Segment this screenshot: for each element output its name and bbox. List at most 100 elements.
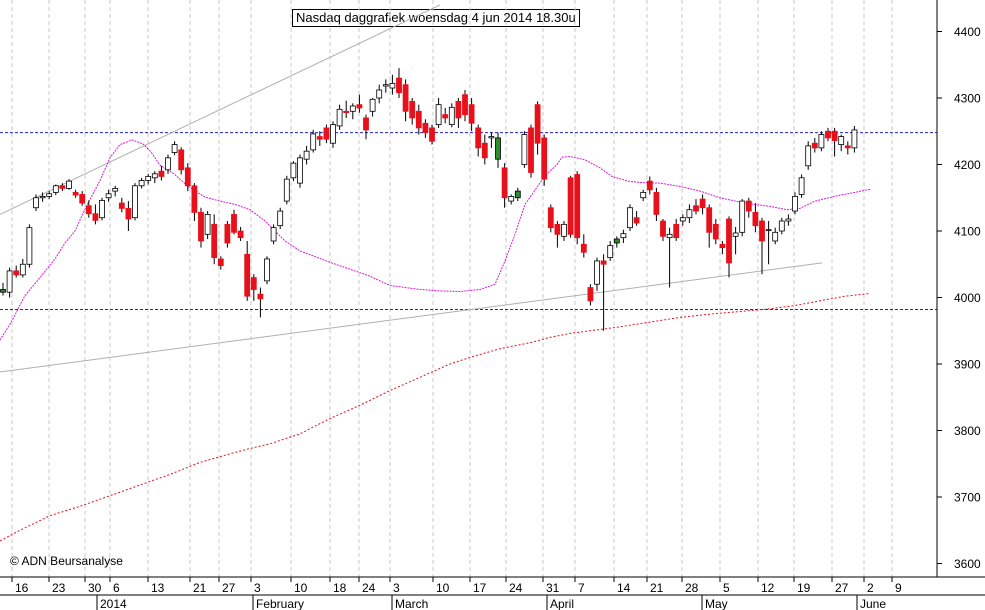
- candle: [699, 194, 706, 215]
- candle: [422, 119, 429, 138]
- candle: [508, 194, 515, 205]
- candle: [250, 274, 257, 301]
- candle: [851, 125, 858, 153]
- y-tick-label: 3600: [954, 557, 981, 571]
- candle: [19, 258, 26, 278]
- candle: [719, 240, 726, 255]
- candle: [330, 121, 336, 148]
- y-tick-label: 4400: [954, 25, 981, 39]
- x-tick-label: 21: [193, 581, 207, 595]
- candle: [541, 134, 548, 186]
- candle: [52, 184, 59, 196]
- plot-frame: [0, 0, 985, 596]
- candle: [646, 176, 653, 195]
- candle: [633, 211, 640, 226]
- candle: [567, 175, 574, 238]
- candle: [277, 207, 284, 230]
- month-label: April: [550, 597, 574, 610]
- candle: [217, 256, 224, 270]
- candle: [475, 124, 482, 157]
- month-label: March: [395, 597, 428, 610]
- candle: [343, 100, 350, 118]
- candle: [224, 221, 231, 248]
- candle: [79, 191, 86, 206]
- trendlines: [0, 4, 823, 373]
- candle: [257, 287, 264, 318]
- candle: [151, 171, 158, 184]
- candle: [745, 197, 752, 218]
- candle: [132, 183, 138, 221]
- candle: [138, 177, 145, 189]
- moving-averages: [0, 139, 872, 542]
- candle: [66, 179, 72, 190]
- x-tick-label: 18: [333, 581, 347, 595]
- trendline: [0, 262, 823, 373]
- candle: [778, 217, 785, 235]
- candle: [765, 221, 772, 265]
- candle: [726, 216, 732, 278]
- candle: [145, 173, 152, 185]
- candle: [244, 240, 251, 301]
- x-tick-label: 12: [761, 581, 775, 595]
- candle: [211, 214, 218, 265]
- grid: [11, 0, 893, 577]
- candle: [231, 209, 237, 235]
- x-tick-label: 9: [895, 581, 902, 595]
- candle: [92, 204, 99, 225]
- candle: [600, 254, 607, 331]
- candle: [752, 203, 759, 233]
- candle: [396, 68, 402, 98]
- y-tick-label: 3700: [954, 491, 981, 505]
- candle: [376, 84, 383, 104]
- candle: [811, 137, 818, 153]
- candle: [805, 141, 812, 170]
- candle: [666, 227, 673, 288]
- x-tick-label: 16: [15, 581, 29, 595]
- x-tick-label: 13: [151, 581, 165, 595]
- candle: [171, 141, 178, 156]
- candle: [759, 217, 765, 275]
- candle: [580, 234, 587, 258]
- candle: [785, 214, 792, 226]
- candle: [158, 165, 165, 181]
- month-label: 2014: [100, 597, 127, 610]
- candle: [679, 214, 686, 226]
- horizontal-levels: [0, 132, 937, 310]
- x-tick-label: 6: [113, 581, 120, 595]
- candle: [792, 192, 798, 215]
- candle: [534, 101, 541, 155]
- candle: [587, 284, 594, 306]
- candle: [554, 221, 561, 248]
- candle: [323, 124, 330, 144]
- candle: [455, 98, 462, 128]
- candle: [270, 224, 277, 245]
- moving-average-short-line: [0, 139, 872, 341]
- candle: [521, 131, 528, 168]
- candle: [99, 197, 105, 221]
- candle: [686, 204, 693, 224]
- candle: [0, 282, 6, 296]
- candle: [706, 204, 713, 248]
- candle: [798, 174, 805, 198]
- candle: [184, 163, 191, 192]
- candle: [607, 240, 614, 261]
- candle: [620, 229, 627, 243]
- candle: [693, 199, 699, 215]
- x-tick-label: 10: [294, 581, 308, 595]
- x-tick-label: 28: [685, 581, 699, 595]
- x-tick-label: 30: [88, 581, 102, 595]
- y-axis: 3600 3700 3800 3900 4000 4100 4200 4300 4400: [937, 25, 981, 571]
- candle: [310, 129, 317, 153]
- candle: [46, 191, 53, 200]
- candle: [409, 98, 416, 125]
- candle: [264, 256, 270, 285]
- x-axis: 16 23 30 6 13 21 27 3 10 18 24 3 10 17 24 31 7 14 21 28 5 12 1…: [11, 577, 902, 610]
- candle: [191, 183, 198, 222]
- candle: [594, 257, 600, 291]
- x-tick-label: 21: [650, 581, 664, 595]
- candle: [495, 132, 501, 168]
- candle: [547, 204, 554, 233]
- candle: [283, 175, 290, 205]
- candle: [435, 98, 442, 128]
- x-tick-label: 23: [52, 581, 66, 595]
